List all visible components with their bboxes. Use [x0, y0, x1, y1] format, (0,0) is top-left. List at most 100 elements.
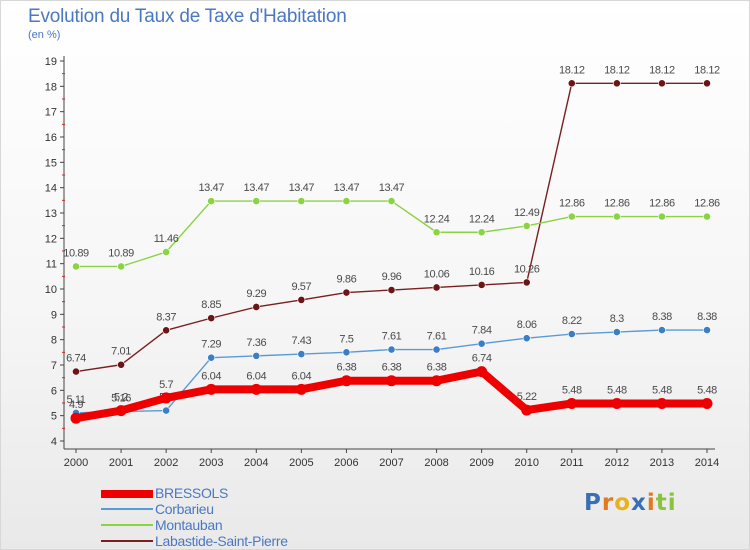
data-label-montauban: 13.47 — [379, 182, 405, 194]
data-label-corbarieu: 7.5 — [339, 333, 353, 345]
data-label-labastide-saint-pierre: 18.12 — [649, 64, 675, 76]
x-tick-label: 2010 — [514, 457, 538, 469]
data-label-montauban: 13.47 — [198, 182, 224, 194]
data-label-montauban: 12.86 — [649, 198, 675, 210]
data-label-labastide-saint-pierre: 18.12 — [694, 64, 720, 76]
data-point-corbarieu — [522, 334, 531, 343]
y-tick-label: 11 — [46, 259, 57, 271]
data-point-bressols — [160, 392, 172, 404]
x-tick-label: 2005 — [289, 457, 313, 469]
data-point-montauban — [342, 197, 351, 205]
data-label-montauban: 13.47 — [244, 182, 270, 194]
data-point-montauban — [477, 228, 486, 237]
data-point-corbarieu — [342, 348, 351, 357]
data-point-montauban — [72, 262, 80, 271]
data-label-labastide-saint-pierre: 10.26 — [514, 263, 540, 275]
data-point-montauban — [162, 248, 171, 256]
y-tick-label: 10 — [45, 284, 57, 296]
y-tick-label: 7 — [51, 360, 57, 372]
data-label-corbarieu: 7.29 — [201, 339, 221, 351]
data-label-corbarieu: 7.84 — [472, 325, 492, 337]
data-point-labastide-saint-pierre — [162, 326, 171, 335]
x-tick-label: 2008 — [424, 457, 448, 469]
data-label-labastide-saint-pierre: 9.96 — [382, 271, 402, 283]
data-label-corbarieu: 5.11 — [67, 394, 86, 406]
data-label-bressols: 5.2 — [114, 392, 128, 404]
data-point-montauban — [432, 228, 441, 237]
data-point-montauban — [252, 197, 261, 205]
data-label-bressols: 5.48 — [652, 385, 672, 397]
data-point-bressols — [431, 375, 443, 387]
logo-letter: x — [631, 490, 647, 516]
data-label-bressols: 5.48 — [562, 385, 582, 397]
data-point-corbarieu — [477, 339, 486, 348]
data-point-bressols — [115, 405, 127, 417]
data-label-corbarieu: 7.43 — [291, 335, 311, 347]
legend-label: Montauban — [155, 517, 223, 533]
data-point-bressols — [611, 398, 623, 410]
data-point-bressols — [295, 383, 307, 395]
x-tick-label: 2001 — [109, 457, 133, 469]
data-label-montauban: 12.86 — [559, 198, 585, 210]
y-tick-label: 6 — [51, 385, 57, 397]
data-point-labastide-saint-pierre — [342, 288, 351, 297]
x-tick-label: 2000 — [64, 457, 88, 469]
chart-subtitle: (en %) — [28, 29, 61, 41]
data-label-bressols: 6.38 — [337, 362, 357, 374]
data-label-bressols: 4.9 — [69, 399, 83, 411]
data-label-corbarieu: 7.36 — [246, 337, 266, 349]
data-point-bressols — [521, 404, 533, 416]
x-tick-label: 2006 — [334, 457, 358, 469]
data-point-montauban — [703, 212, 711, 221]
legend-swatch — [101, 508, 153, 510]
y-tick-label: 8 — [51, 335, 57, 347]
data-label-montauban: 12.49 — [514, 207, 540, 219]
data-point-labastide-saint-pierre — [703, 79, 711, 88]
logo-letter: i — [667, 490, 677, 516]
chart-title: Evolution du Taux de Taxe d'Habitation — [28, 6, 347, 27]
data-label-corbarieu: 7.61 — [427, 331, 447, 343]
logo-letter: o — [614, 490, 632, 516]
legend-label: BRESSOLS — [155, 485, 229, 501]
y-tick-label: 14 — [45, 183, 57, 195]
y-tick-label: 19 — [45, 56, 57, 68]
series-line-labastide-saint-pierre — [75, 82, 708, 373]
y-tick-label: 18 — [45, 81, 57, 93]
legend-swatch — [101, 524, 153, 526]
data-label-bressols: 6.04 — [201, 370, 221, 382]
x-tick-label: 2007 — [379, 457, 403, 469]
data-label-labastide-saint-pierre: 18.12 — [604, 64, 630, 76]
data-point-bressols — [205, 383, 217, 395]
data-point-bressols — [701, 398, 713, 410]
data-label-montauban: 12.86 — [694, 198, 720, 210]
data-label-labastide-saint-pierre: 8.85 — [201, 299, 221, 311]
data-point-corbarieu — [432, 345, 441, 354]
data-point-corbarieu — [207, 353, 216, 362]
data-point-corbarieu — [567, 330, 576, 338]
data-point-montauban — [387, 197, 396, 205]
data-point-bressols — [656, 398, 668, 410]
data-label-labastide-saint-pierre: 9.86 — [337, 274, 357, 286]
data-point-montauban — [522, 222, 531, 230]
data-label-corbarieu: 5.16 — [111, 393, 131, 405]
data-point-montauban — [612, 212, 621, 221]
data-label-montauban: 10.89 — [108, 247, 134, 259]
data-point-bressols — [340, 375, 352, 387]
logo-letter: r — [601, 490, 615, 516]
x-tick-label: 2011 — [560, 457, 584, 469]
legend-label: Labastide-Saint-Pierre — [155, 533, 288, 549]
data-point-montauban — [567, 212, 576, 221]
data-point-corbarieu — [658, 326, 666, 334]
data-point-labastide-saint-pierre — [477, 281, 486, 289]
x-tick-label: 2003 — [199, 457, 223, 469]
data-point-bressols — [476, 366, 488, 378]
data-label-montauban: 10.89 — [63, 247, 89, 259]
data-point-montauban — [658, 212, 666, 221]
data-point-labastide-saint-pierre — [297, 295, 306, 304]
data-point-bressols — [566, 398, 578, 410]
data-label-montauban: 13.47 — [334, 182, 360, 194]
data-point-corbarieu — [252, 351, 261, 360]
data-label-labastide-saint-pierre: 6.74 — [66, 353, 86, 365]
data-label-labastide-saint-pierre: 9.29 — [246, 288, 266, 300]
